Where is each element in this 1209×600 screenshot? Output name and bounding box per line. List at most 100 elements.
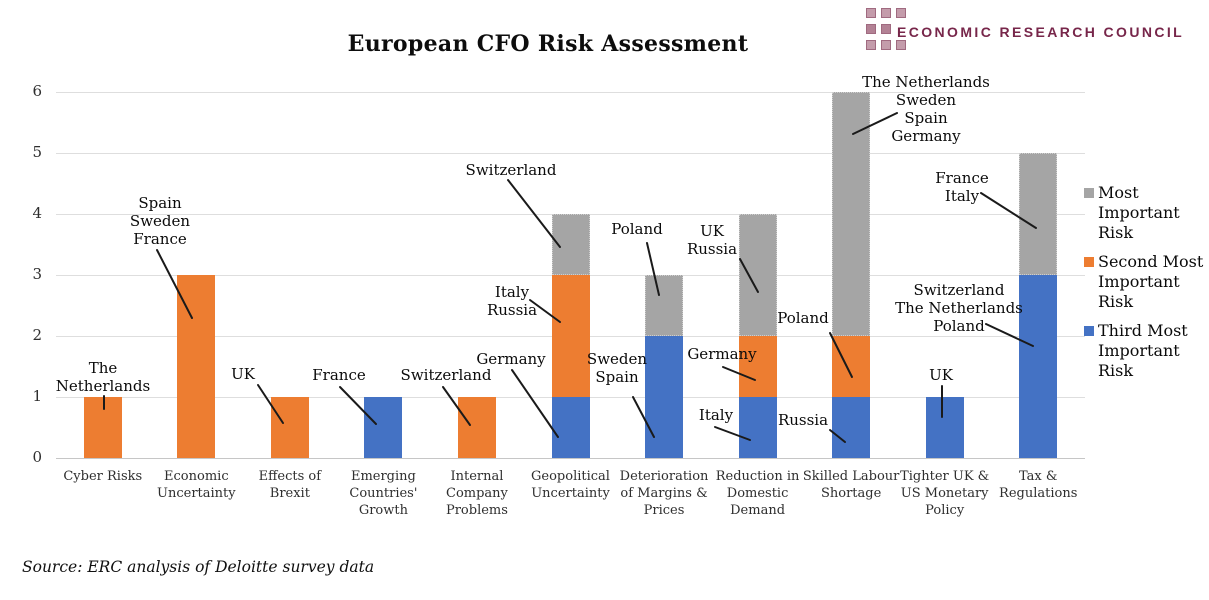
annotation-country: UK <box>700 222 724 240</box>
annotation-country: UK <box>231 365 255 383</box>
legend-item-most-important-risk: Most Important Risk <box>1084 183 1208 243</box>
category-label-skilled-labour-shortage: Skilled Labour Shortage <box>802 469 900 501</box>
annotation-cyber-risks--second-most-important-risk: The Netherlands <box>15 359 191 395</box>
legend-label: Most Important Risk <box>1098 183 1180 242</box>
legend-swatch-most-icon <box>1084 188 1094 198</box>
annotation-country: Germany <box>687 345 757 363</box>
y-axis-tick-3: 3 <box>32 265 42 283</box>
annotation-country: Italy <box>944 187 980 205</box>
legend-label: Second Most Important Risk <box>1098 252 1204 311</box>
annotation-country: Russia <box>777 411 829 429</box>
category-label-tighter-uk-us-monetary-policy: Tighter UK & US Monetary Policy <box>900 469 990 518</box>
annotation-tax-regulations--most-important-risk: France Italy <box>874 169 1050 205</box>
gridline-6 <box>56 92 1085 93</box>
annotation-internal-company-problems--second-most-important-risk: Switzerland <box>358 366 534 384</box>
logo-square-icon <box>866 40 876 50</box>
bar-segment-tax-regulations--third-most-important-risk <box>1019 275 1058 458</box>
annotation-effects-of-brexit--second-most-important-risk: UK <box>155 365 331 383</box>
erc-logo: ECONOMIC RESEARCH COUNCIL <box>866 8 1206 56</box>
logo-square-icon <box>881 40 891 50</box>
y-axis-tick-1: 1 <box>32 387 42 405</box>
annotation-country: Italy <box>494 283 530 301</box>
erc-logo-text: ECONOMIC RESEARCH COUNCIL <box>897 24 1185 40</box>
logo-square-icon <box>881 24 891 34</box>
category-label-reduction-in-domestic-demand: Reduction in Domestic Demand <box>715 469 800 518</box>
annotation-country: Germany <box>891 127 961 145</box>
category-label-emerging-countries-growth: Emerging Countries' Growth <box>349 469 418 518</box>
legend-item-second-most-important-risk: Second Most Important Risk <box>1084 252 1208 312</box>
annotation-country: Poland <box>777 309 829 327</box>
annotation-reduction-in-domestic-demand--most-important-risk: UK Russia <box>624 222 800 258</box>
annotation-geopolitical-uncertainty--third-most-important-risk: Germany <box>423 350 599 368</box>
annotation-country: Netherlands <box>55 377 151 395</box>
y-axis-tick-5: 5 <box>32 143 42 161</box>
chart-title: European CFO Risk Assessment <box>347 31 749 57</box>
logo-square-icon <box>896 40 906 50</box>
bar-segment-internal-company-problems--second-most-important-risk <box>457 397 496 458</box>
y-axis-tick-2: 2 <box>32 326 42 344</box>
gridline-5 <box>56 153 1085 154</box>
annotation-country: Spain <box>904 109 948 127</box>
annotation-reduction-in-domestic-demand--third-most-important-risk: Italy <box>628 406 804 424</box>
bar-segment-effects-of-brexit--second-most-important-risk <box>270 397 309 458</box>
bar-segment-deterioration-of-margins-prices--most-important-risk <box>645 275 684 336</box>
annotation-reduction-in-domestic-demand--second-most-important-risk: Germany <box>634 345 810 363</box>
annotation-country: Poland <box>611 220 663 238</box>
annotation-economic-uncertainty--second-most-important-risk: Spain Sweden France <box>72 194 248 248</box>
annotation-skilled-labour-shortage--third-most-important-risk: Russia <box>715 411 891 429</box>
annotation-country: Russia <box>686 240 738 258</box>
annotation-country: Germany <box>476 350 546 368</box>
legend: Most Important Risk Second Most Important… <box>1084 183 1208 390</box>
logo-square-icon <box>866 8 876 18</box>
category-label-economic-uncertainty: Economic Uncertainty <box>157 469 236 501</box>
legend-swatch-second-icon <box>1084 257 1094 267</box>
annotation-geopolitical-uncertainty--second-most-important-risk: Italy Russia <box>424 283 600 319</box>
logo-square-icon <box>881 8 891 18</box>
category-label-effects-of-brexit: Effects of Brexit <box>258 469 322 501</box>
annotation-country: Russia <box>486 301 538 319</box>
y-axis-tick-4: 4 <box>32 204 42 222</box>
annotation-country: The Netherlands <box>895 299 1023 317</box>
y-axis-tick-0: 0 <box>32 448 42 466</box>
annotation-geopolitical-uncertainty--most-important-risk: Switzerland <box>423 161 599 179</box>
category-label-tax-regulations: Tax & Regulations <box>999 469 1078 501</box>
annotation-country: The <box>88 359 118 377</box>
bar-segment-skilled-labour-shortage--third-most-important-risk <box>832 397 871 458</box>
source-note: Source: ERC analysis of Deloitte survey … <box>22 558 375 576</box>
annotation-country: Sweden <box>129 212 191 230</box>
gridline-0 <box>56 458 1085 459</box>
annotation-country: Switzerland <box>400 366 492 384</box>
annotation-country: France <box>133 230 187 248</box>
annotation-skilled-labour-shortage--second-most-important-risk: Poland <box>715 309 891 327</box>
legend-label: Third Most Important Risk <box>1098 321 1188 380</box>
annotation-tighter-uk-us-monetary-policy--third-most-important-risk: UK <box>853 366 1029 384</box>
annotation-skilled-labour-shortage--most-important-risk: The Netherlands Sweden Spain Germany <box>838 73 1014 145</box>
annotation-country: Spain <box>138 194 182 212</box>
category-label-cyber-risks: Cyber Risks <box>63 469 143 484</box>
category-label-geopolitical-uncertainty: Geopolitical Uncertainty <box>531 469 610 501</box>
bar-segment-geopolitical-uncertainty--third-most-important-risk <box>551 397 590 458</box>
annotation-country: UK <box>929 366 953 384</box>
annotation-country: Sweden <box>586 350 648 368</box>
annotation-country: Italy <box>698 406 734 424</box>
annotation-tax-regulations--third-most-important-risk: Switzerland The Netherlands Poland <box>871 281 1047 335</box>
annotation-emerging-countries-growth--third-most-important-risk: France <box>251 366 427 384</box>
legend-swatch-third-icon <box>1084 326 1094 336</box>
annotation-country: Spain <box>595 368 639 386</box>
y-axis-tick-6: 6 <box>32 82 42 100</box>
logo-square-icon <box>896 8 906 18</box>
annotation-country: France <box>312 366 366 384</box>
annotation-country: Sweden <box>895 91 957 109</box>
bar-segment-cyber-risks--second-most-important-risk <box>83 397 122 458</box>
annotation-country: The Netherlands <box>862 73 990 91</box>
annotation-deterioration-of-margins-prices--third-most-important-risk: Sweden Spain <box>529 350 705 386</box>
annotation-country: France <box>935 169 989 187</box>
annotation-country: Switzerland <box>465 161 557 179</box>
legend-item-third-most-important-risk: Third Most Important Risk <box>1084 321 1208 381</box>
category-label-deterioration-of-margins-prices: Deterioration of Margins & Prices <box>619 469 709 518</box>
annotation-country: Switzerland <box>913 281 1005 299</box>
annotation-country: Poland <box>933 317 985 335</box>
bar-segment-emerging-countries-growth--third-most-important-risk <box>364 397 403 458</box>
